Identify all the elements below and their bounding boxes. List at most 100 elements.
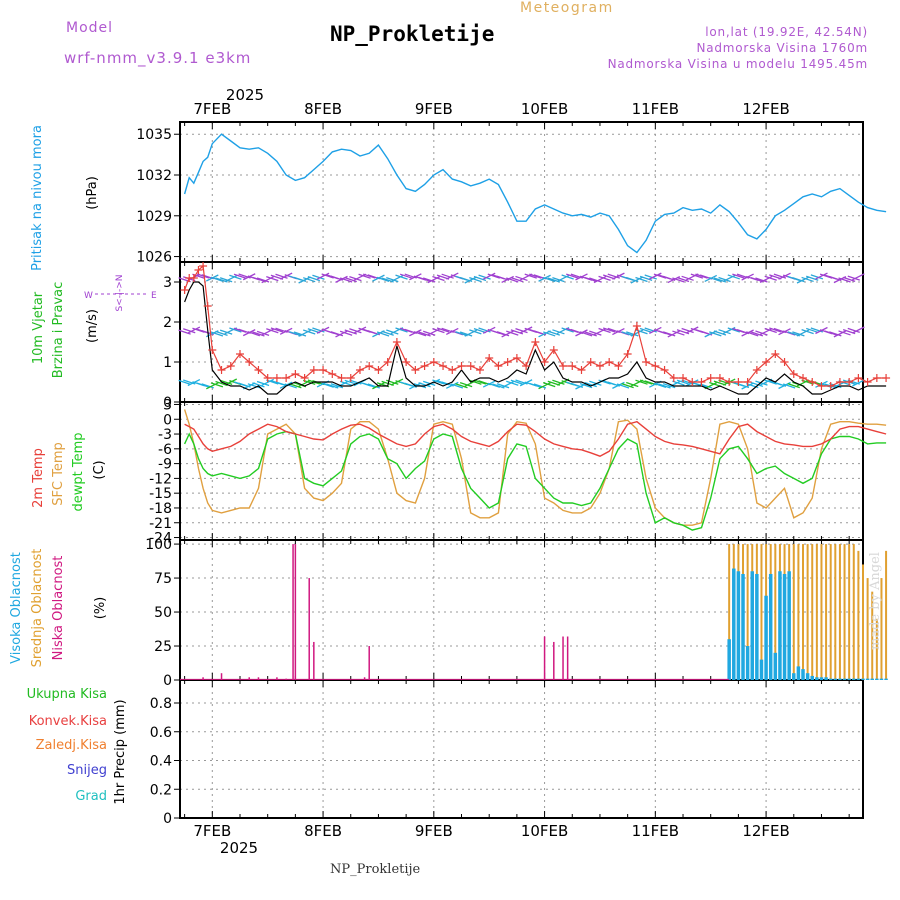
wind-arrow (187, 326, 201, 334)
wind-arrow (284, 383, 297, 389)
wind-arrow (566, 273, 579, 279)
cloud-bar (759, 659, 764, 680)
cloud-bar (774, 544, 777, 680)
ytick-label: 0.6 (150, 725, 172, 741)
temp-sfc-label: SFC Temp (51, 442, 66, 506)
wind-arrow (316, 272, 330, 280)
wind-arrow (718, 379, 731, 385)
wind-arrow (833, 330, 847, 338)
cloud-bar (852, 544, 855, 680)
wind-arrow (515, 275, 528, 282)
wind-arrow (303, 379, 316, 385)
top-day-label: 8FEB (304, 100, 342, 118)
wind-gust-marker (762, 358, 771, 366)
wind-arrow (353, 326, 367, 334)
wind-arrow (390, 378, 404, 386)
wind-gust-marker (715, 374, 724, 382)
temp-2m-label: 2m Temp (31, 448, 46, 508)
wind-speed-line (184, 281, 887, 395)
wind-arrow (852, 379, 865, 387)
model-elevation-label: Nadmorska Visina u modelu 1495.45m (607, 57, 868, 71)
ytick-label: 0 (163, 673, 172, 689)
wind-arrow (303, 277, 316, 283)
wind-gust-marker (863, 378, 872, 386)
cloud-bar (824, 677, 828, 680)
ytick-label: 1035 (136, 127, 172, 143)
wind-arrow (455, 383, 468, 389)
wind-gust-marker (789, 370, 798, 378)
wind-arrow (838, 277, 851, 283)
ytick-label: 0.8 (150, 696, 172, 712)
wind-arrow (699, 383, 713, 389)
wind-arrow (750, 276, 764, 283)
wind-arrow (413, 331, 427, 337)
ytick-label: 50 (154, 605, 172, 621)
wind-gust-marker (282, 374, 291, 382)
ytick-label: -6 (158, 442, 172, 458)
wind-gust-marker (835, 378, 844, 386)
wind-arrow (626, 381, 639, 388)
ytick-label: -3 (158, 427, 172, 443)
wind-gust-marker (466, 362, 475, 370)
wind-arrow (339, 380, 353, 387)
wind-arrow (445, 272, 459, 280)
panel-temperature: 30-3-6-9-12-15-18-21-24 (149, 397, 864, 547)
wind-arrow (395, 327, 408, 333)
cloud-bar (833, 678, 838, 680)
precip-hail-label: Grad (75, 789, 107, 804)
cloud-bar (875, 678, 879, 680)
wind-arrow (649, 272, 662, 280)
wind-arrow (229, 327, 242, 333)
wind-arrow (330, 383, 344, 389)
cloud-bar (796, 666, 801, 680)
wind-arrow (487, 382, 501, 388)
wind-arrow (261, 276, 274, 284)
cloud-bar (810, 675, 814, 680)
wind-arrow (709, 331, 722, 337)
ytick-label: 1026 (136, 250, 172, 266)
wind-arrow (824, 330, 837, 336)
wind-arrow (542, 381, 556, 388)
wind-gust-marker (799, 374, 808, 382)
wind-gust-marker (660, 366, 669, 374)
cloud-bar (879, 678, 884, 680)
wind-arrow (266, 328, 279, 334)
wind-gust-marker (854, 374, 863, 382)
ytick-label: -15 (149, 486, 172, 502)
wind-arrow (662, 383, 676, 389)
cloud-bar (248, 677, 250, 680)
cloud-bar (792, 673, 796, 680)
wind-arrow (801, 328, 814, 335)
cloud-bar (885, 550, 888, 680)
wind-arrow (436, 327, 450, 333)
wind-arrow (713, 330, 727, 336)
wind-arrow (519, 326, 533, 334)
wind-arrow (469, 276, 482, 283)
wind-arrow (482, 272, 496, 280)
wind-arrow (422, 277, 436, 283)
wind-gust-marker (263, 374, 272, 382)
wind-arrow (510, 276, 524, 283)
wind-gust-marker (439, 362, 448, 370)
wind-arrow (616, 383, 630, 389)
wind-arrow (432, 275, 445, 282)
wind-arrow (685, 326, 699, 334)
wind-arrow (533, 383, 547, 389)
elevation-label: Nadmorska Visina 1760m (696, 41, 868, 55)
wind-arrow (386, 329, 399, 335)
wind-arrow (755, 380, 768, 386)
wind-arrow (183, 328, 196, 334)
cloud-bar (727, 639, 731, 680)
wind-arrow (473, 328, 487, 334)
cloud-bar (768, 573, 773, 680)
cloud-bar (875, 618, 878, 680)
wind-arrow (644, 274, 657, 280)
wind-arrow (681, 327, 694, 334)
wind-gust-marker (429, 358, 438, 366)
wind-arrow (589, 380, 602, 386)
wind-arrow (639, 275, 653, 281)
wind-arrow (519, 273, 533, 281)
wind-arrow (727, 274, 740, 280)
ytick-label: -21 (149, 516, 172, 532)
wind-arrow (496, 331, 510, 337)
